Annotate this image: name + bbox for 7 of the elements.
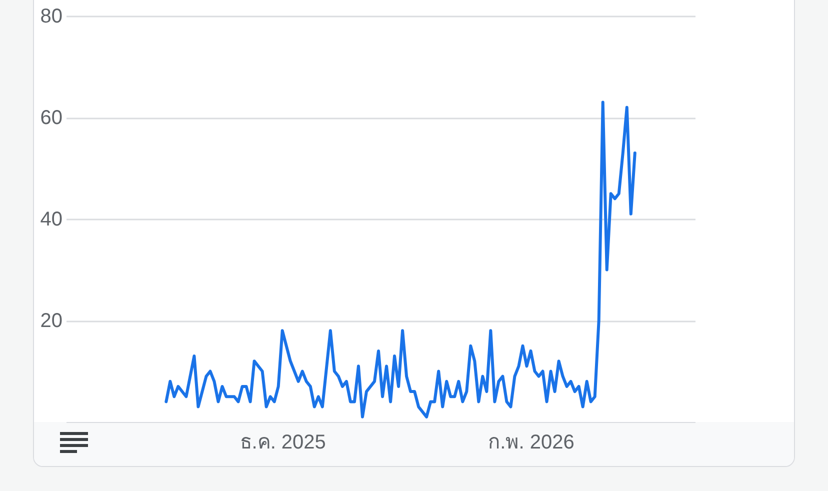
line-series	[164, 100, 636, 418]
x-tick-label: ธ.ค. 2025	[240, 432, 326, 454]
y-tick-label: 80	[40, 6, 62, 28]
y-tick-label: 40	[40, 208, 62, 230]
y-tick-label: 60	[40, 107, 62, 129]
y-tick-label: 20	[40, 310, 62, 332]
x-tick-label: ก.พ. 2026	[488, 432, 574, 454]
